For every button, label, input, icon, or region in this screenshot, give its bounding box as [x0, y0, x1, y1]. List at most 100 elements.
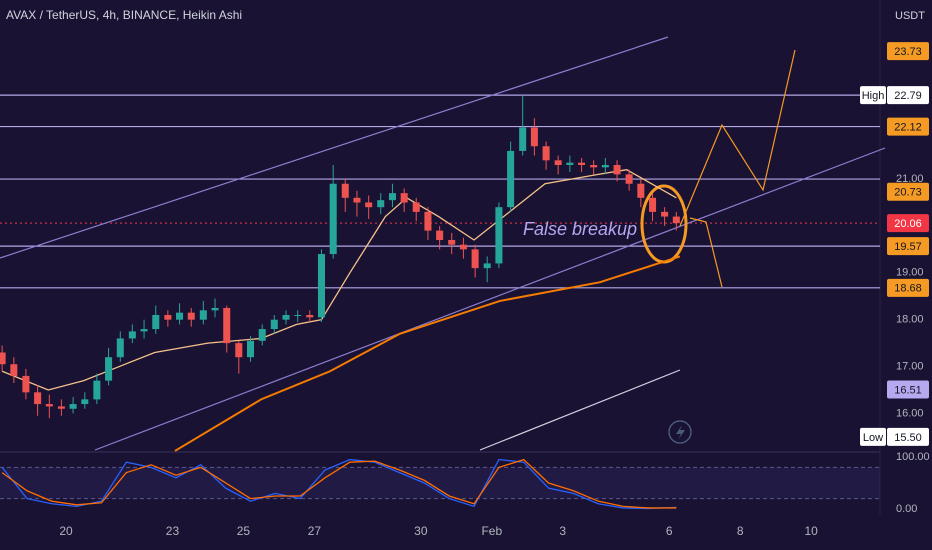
x-tick-label: 6 — [666, 524, 673, 538]
candle-body — [317, 254, 325, 318]
y-tick-label: 21.00 — [896, 173, 924, 185]
y-tick-label: 18.00 — [896, 314, 924, 326]
candle-body — [566, 162, 574, 165]
tag-name-box — [860, 86, 886, 105]
candle-body — [613, 165, 621, 175]
candle-body — [483, 263, 491, 269]
candle-body — [199, 310, 207, 320]
y-tick-label: 16.00 — [896, 407, 924, 419]
candle-body — [0, 352, 6, 365]
currency: USDT — [895, 10, 925, 22]
candle-body — [164, 315, 172, 320]
tag-name-box — [860, 427, 886, 446]
candle-body — [412, 202, 420, 212]
candle-body — [187, 312, 195, 320]
price-tag-label: 16.51 — [894, 384, 922, 396]
alert-icon[interactable] — [668, 420, 692, 444]
candle-body — [152, 315, 160, 330]
price-tag-label: 22.79 — [894, 90, 922, 102]
candle-body — [116, 338, 124, 358]
candle-body — [471, 249, 479, 269]
candle-body — [341, 183, 349, 198]
moving-average — [1, 169, 677, 391]
candle-body — [661, 211, 669, 217]
candle-body — [306, 315, 314, 318]
candle-body — [235, 343, 243, 358]
candle-body — [448, 240, 456, 245]
candle-body — [22, 375, 30, 393]
alert-bolt — [676, 425, 685, 440]
candle-body — [223, 307, 231, 344]
x-tick-label: 23 — [166, 524, 180, 538]
candle-body — [400, 193, 408, 203]
candle-body — [140, 329, 148, 332]
x-tick-label: 27 — [308, 524, 322, 538]
candle-body — [578, 162, 586, 165]
price-tag — [887, 427, 929, 446]
x-tick-label: Feb — [481, 524, 502, 538]
candle-body — [459, 244, 467, 250]
x-tick-label: 8 — [737, 524, 744, 538]
candle-body — [554, 160, 562, 165]
candle-body — [519, 127, 527, 151]
candle-body — [105, 357, 113, 381]
candle-body — [424, 211, 432, 231]
candle-body — [81, 399, 89, 405]
price-tag — [887, 380, 929, 399]
candle-body — [649, 197, 657, 212]
price-tag — [887, 42, 929, 61]
candle-body — [247, 340, 255, 358]
candle-body — [495, 207, 503, 264]
candle-body — [329, 183, 337, 255]
candle-body — [211, 307, 219, 311]
band-fill — [0, 467, 880, 499]
y-tick-label: 0.00 — [896, 503, 917, 515]
oscillator-line — [1, 458, 677, 509]
price-tag — [887, 182, 929, 201]
moving-average — [174, 255, 681, 452]
y-tick-label: 100.00 — [896, 451, 930, 463]
candle-body — [34, 392, 42, 405]
candle-body — [282, 315, 290, 320]
y-tick-label: 19.00 — [896, 267, 924, 279]
candle-body — [45, 404, 53, 407]
candle-body — [353, 197, 361, 203]
candle-body — [436, 230, 444, 240]
candle-body — [625, 174, 633, 184]
x-tick-label: 30 — [414, 524, 428, 538]
price-tag-label: 22.12 — [894, 121, 922, 133]
candle-body — [258, 329, 266, 341]
candle-body — [128, 331, 136, 339]
candle-body — [176, 312, 184, 320]
candle-body — [365, 202, 373, 208]
candle-body — [93, 380, 101, 400]
candle-body — [530, 127, 538, 147]
x-tick-label: 3 — [559, 524, 566, 538]
price-tag — [887, 237, 929, 256]
candle-body — [294, 315, 302, 316]
projection — [679, 49, 796, 227]
candle-body — [10, 364, 18, 376]
price-tag-label: 23.73 — [894, 46, 922, 58]
candle-body — [601, 165, 609, 168]
candle-body — [637, 183, 645, 198]
price-tag-label: 20.73 — [894, 187, 922, 199]
candle-body — [57, 406, 65, 409]
y-tick-label: 17.00 — [896, 360, 924, 372]
candle-body — [69, 404, 77, 409]
candle-body — [388, 193, 396, 201]
candle-body — [590, 165, 598, 168]
price-tag-label: 19.57 — [894, 241, 922, 253]
chart-title: AVAX / TetherUS, 4h, BINANCE, Heikin Ash… — [6, 8, 242, 22]
price-tag-label: 15.50 — [894, 432, 922, 444]
channel-upper — [0, 36, 669, 259]
channel-line — [479, 369, 681, 451]
price-tag — [887, 86, 929, 105]
x-tick-label: 20 — [59, 524, 73, 538]
price-tag — [887, 278, 929, 297]
x-tick-label: 10 — [804, 524, 818, 538]
candle-body — [542, 146, 550, 161]
channel-lower — [94, 147, 886, 451]
